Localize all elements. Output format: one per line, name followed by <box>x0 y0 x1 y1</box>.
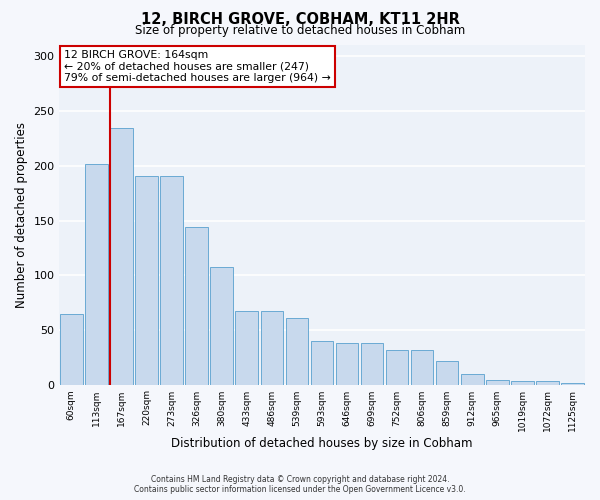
Bar <box>185 227 208 385</box>
Bar <box>486 380 509 385</box>
Bar <box>85 164 108 385</box>
Bar <box>286 318 308 385</box>
Y-axis label: Number of detached properties: Number of detached properties <box>15 122 28 308</box>
Bar <box>60 314 83 385</box>
Text: 12 BIRCH GROVE: 164sqm
← 20% of detached houses are smaller (247)
79% of semi-de: 12 BIRCH GROVE: 164sqm ← 20% of detached… <box>64 50 331 84</box>
Bar <box>461 374 484 385</box>
Bar <box>311 342 333 385</box>
Bar <box>536 381 559 385</box>
Bar <box>511 381 533 385</box>
Text: 12, BIRCH GROVE, COBHAM, KT11 2HR: 12, BIRCH GROVE, COBHAM, KT11 2HR <box>140 12 460 28</box>
Bar <box>110 128 133 385</box>
Bar <box>386 350 409 385</box>
Text: Size of property relative to detached houses in Cobham: Size of property relative to detached ho… <box>135 24 465 37</box>
Bar <box>361 344 383 385</box>
Bar <box>436 361 458 385</box>
Bar <box>135 176 158 385</box>
Bar <box>211 266 233 385</box>
Bar <box>561 383 584 385</box>
X-axis label: Distribution of detached houses by size in Cobham: Distribution of detached houses by size … <box>171 437 473 450</box>
Bar <box>260 310 283 385</box>
Bar <box>336 344 358 385</box>
Text: Contains HM Land Registry data © Crown copyright and database right 2024.
Contai: Contains HM Land Registry data © Crown c… <box>134 474 466 494</box>
Bar <box>411 350 433 385</box>
Bar <box>160 176 183 385</box>
Bar <box>235 310 258 385</box>
